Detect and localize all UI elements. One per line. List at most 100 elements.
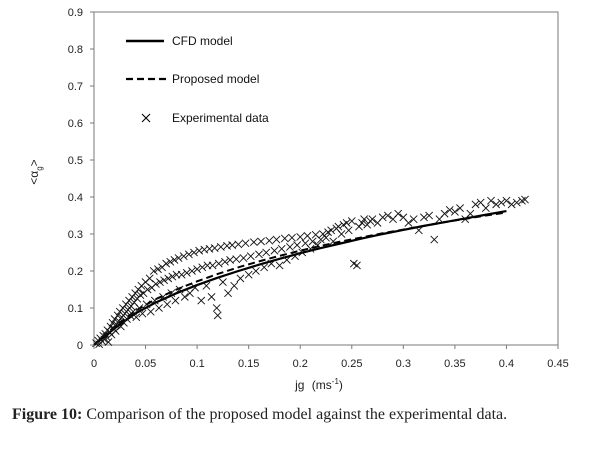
data-point (156, 278, 164, 287)
y-tick-label: 0.1 (68, 303, 83, 315)
data-point (179, 252, 188, 261)
data-point (383, 211, 392, 220)
legend-label-cfd: CFD model (172, 34, 233, 48)
data-point (275, 261, 284, 270)
x-tick-label: 0.25 (341, 358, 362, 370)
data-point (344, 226, 353, 235)
data-point (112, 320, 121, 329)
data-point (160, 276, 169, 285)
chart: 0 0.05 0.1 0.15 0.2 0.25 0.3 0.35 0.4 0.45 0 0.1 0.2… (27, 7, 569, 392)
x-axis-label: jg (ms-1) (294, 377, 343, 392)
data-point (255, 250, 263, 259)
data-point (226, 255, 235, 264)
data-point (257, 237, 265, 246)
data-point (230, 281, 239, 290)
data-point (414, 226, 423, 235)
data-point (291, 252, 299, 261)
legend-label-proposed: Proposed model (172, 72, 259, 86)
data-point (191, 283, 199, 292)
y-tick-label: 0.3 (68, 229, 83, 241)
data-point (146, 307, 155, 316)
data-point (497, 198, 506, 207)
data-point (184, 250, 193, 259)
data-point (512, 198, 521, 207)
y-tick-label: 0.5 (68, 155, 83, 167)
data-point (425, 211, 434, 220)
data-point (170, 255, 179, 264)
data-point (308, 237, 317, 246)
data-point (327, 226, 336, 235)
data-point (456, 204, 464, 213)
data-point (481, 204, 490, 213)
data-point (175, 285, 184, 294)
data-point (262, 248, 271, 257)
data-point (213, 311, 222, 320)
data-point (298, 248, 307, 257)
data-point (280, 234, 289, 243)
data-point (224, 289, 232, 298)
x-tick-label: 0.35 (444, 358, 465, 370)
data-point (132, 313, 141, 322)
data-point (143, 285, 152, 294)
data-point (234, 240, 243, 249)
data-point (166, 257, 175, 266)
x-tick-label: 0.4 (499, 358, 514, 370)
data-point (378, 213, 387, 222)
data-point (159, 292, 168, 301)
data-point (216, 243, 225, 251)
data-point (164, 274, 173, 283)
data-point (272, 235, 281, 244)
data-point (214, 259, 223, 268)
data-point (358, 218, 367, 227)
data-point (466, 209, 475, 218)
data-point (104, 338, 113, 346)
data-point (430, 235, 439, 244)
data-point (270, 246, 279, 255)
data-point (337, 230, 346, 238)
data-point (182, 268, 191, 277)
data-point (177, 270, 186, 279)
figure-caption: Figure 10: Comparison of the proposed mo… (12, 404, 587, 425)
data-point (246, 252, 255, 261)
data-point (487, 196, 495, 205)
data-point (129, 307, 138, 316)
series-layer (92, 195, 529, 349)
data-point (190, 248, 198, 257)
data-point (285, 243, 294, 251)
data-point (212, 304, 221, 312)
data-point (521, 195, 529, 204)
data-point (440, 209, 449, 218)
data-point (150, 296, 159, 305)
data-point (277, 244, 286, 253)
data-point (265, 236, 274, 245)
data-point (404, 218, 413, 227)
data-point (168, 272, 177, 281)
data-point (167, 289, 176, 298)
data-point (368, 215, 377, 224)
data-point (171, 296, 180, 305)
data-point (249, 238, 258, 247)
data-point (334, 222, 343, 231)
data-point (313, 241, 322, 250)
data-point (101, 329, 110, 338)
data-point (353, 261, 361, 270)
data-point (360, 215, 369, 224)
data-point (329, 237, 338, 246)
data-point (162, 259, 171, 268)
data-point (322, 233, 330, 242)
data-point (188, 267, 196, 275)
data-point (174, 254, 183, 262)
caption-text: Comparison of the proposed model against… (86, 406, 508, 423)
data-point (288, 233, 296, 242)
axes: 0 0.05 0.1 0.15 0.2 0.25 0.3 0.35 0.4 0.45 0 0.1 0.2… (68, 7, 569, 370)
data-point (111, 327, 120, 335)
y-axis-label: <αg> (27, 159, 44, 184)
data-point (155, 304, 163, 312)
data-point (232, 255, 241, 264)
series-line-cfd-model (93, 209, 507, 346)
y-tick-label: 0.9 (68, 7, 83, 19)
data-point (193, 265, 202, 274)
y-tick-label: 0.7 (68, 81, 83, 93)
data-point (228, 241, 237, 250)
data-point (471, 200, 480, 209)
